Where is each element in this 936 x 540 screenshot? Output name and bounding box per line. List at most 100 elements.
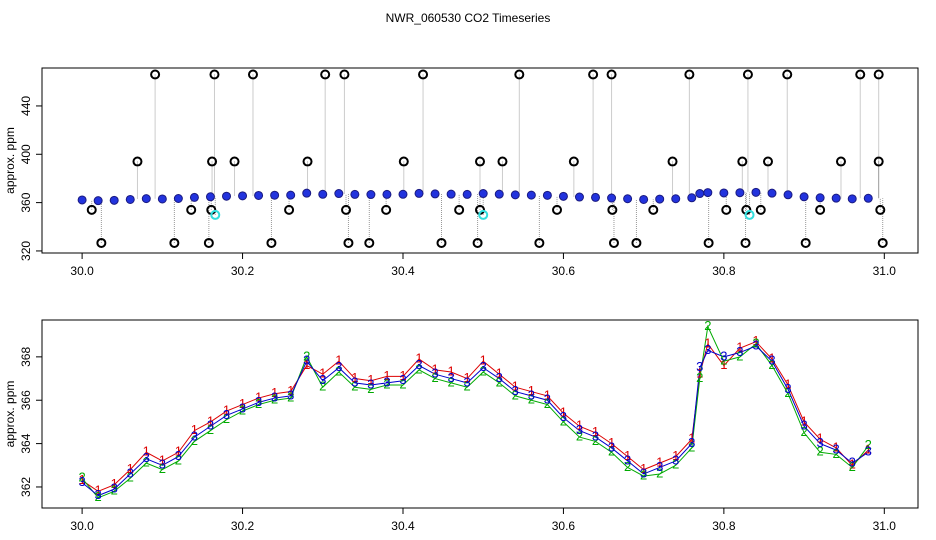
point-marker: 2: [640, 468, 647, 483]
point-marker: 3: [191, 429, 198, 444]
point: [398, 156, 409, 167]
point-marker: 2: [335, 363, 342, 378]
point-marker: 1: [239, 396, 246, 411]
x-tick-label: 30.6: [552, 264, 576, 278]
point: [93, 196, 103, 206]
point-marker: 1: [480, 353, 487, 368]
point-marker: 3: [688, 435, 695, 450]
point: [169, 237, 180, 248]
point-marker: 2: [127, 470, 134, 485]
y-tick-label: 362: [19, 477, 33, 497]
point-marker: 1: [95, 483, 102, 498]
point: [667, 156, 678, 167]
point: [762, 156, 773, 167]
point-marker: 3: [335, 359, 342, 374]
point: [364, 237, 375, 248]
point-marker: 1: [512, 379, 519, 394]
point-marker: 1: [672, 448, 679, 463]
point-marker: 3: [78, 474, 85, 489]
point: [125, 194, 135, 204]
point-marker: 1: [576, 418, 583, 433]
point-marker: 2: [865, 437, 872, 452]
point-marker: 2: [223, 411, 230, 426]
point: [783, 190, 793, 200]
point-marker: 1: [624, 448, 631, 463]
point: [875, 204, 886, 215]
point-marker: 3: [175, 448, 182, 463]
plot-frame: [41, 319, 919, 509]
point-marker: 3: [544, 392, 551, 407]
point: [568, 156, 579, 167]
point: [526, 190, 536, 200]
point-marker: 2: [159, 461, 166, 476]
point-marker: 2: [351, 379, 358, 394]
point-marker: 1: [78, 472, 85, 487]
point: [574, 192, 584, 202]
point-marker: 3: [480, 359, 487, 374]
point: [799, 192, 809, 202]
point-marker: 1: [303, 357, 310, 372]
point: [744, 209, 755, 220]
point: [639, 194, 649, 204]
point-marker: 1: [544, 387, 551, 402]
point-marker: 2: [592, 433, 599, 448]
point: [270, 190, 280, 200]
point-marker: 3: [303, 353, 310, 368]
point-marker: 3: [768, 353, 775, 368]
point: [735, 188, 745, 198]
point-marker: 1: [640, 461, 647, 476]
point-marker: 3: [672, 452, 679, 467]
point-marker: 3: [833, 442, 840, 457]
point: [877, 237, 888, 248]
point: [742, 69, 753, 80]
point-marker: 1: [696, 366, 703, 381]
point-marker: 1: [865, 442, 872, 457]
point-marker: 3: [704, 342, 711, 357]
point: [695, 189, 705, 199]
point-marker: 2: [480, 363, 487, 378]
point-marker: 2: [608, 444, 615, 459]
point-marker: 1: [768, 350, 775, 365]
point-marker: 1: [111, 476, 118, 491]
x-tick-label: 30.2: [231, 264, 255, 278]
point: [381, 204, 392, 215]
point: [254, 190, 264, 200]
point-marker: 2: [95, 489, 102, 504]
y-tick-label: 360: [19, 192, 33, 212]
point: [534, 237, 545, 248]
point-marker: 3: [496, 370, 503, 385]
point: [186, 204, 197, 215]
plot-area: [77, 69, 888, 248]
point-marker: 1: [143, 444, 150, 459]
point-marker: 2: [849, 459, 856, 474]
point-marker: 2: [303, 348, 310, 363]
point-marker: 2: [271, 392, 278, 407]
point-marker: 1: [223, 403, 230, 418]
point: [478, 209, 489, 220]
x-tick-label: 30.6: [552, 519, 576, 533]
point: [703, 237, 714, 248]
point: [430, 189, 440, 199]
point: [655, 194, 665, 204]
point-marker: 2: [720, 353, 727, 368]
point: [767, 188, 777, 198]
point-marker: 1: [817, 431, 824, 446]
point-marker: 3: [415, 357, 422, 372]
point: [418, 69, 429, 80]
point-marker: 2: [696, 370, 703, 385]
x-tick-label: 30.0: [70, 264, 94, 278]
point: [238, 191, 248, 201]
y-tick-label: 320: [19, 241, 33, 261]
point-marker: 3: [608, 439, 615, 454]
point-marker: 2: [704, 318, 711, 333]
y-axis-label: approx. ppm: [3, 127, 17, 194]
series-line: [81, 324, 869, 499]
point: [382, 189, 392, 199]
point-marker: 1: [287, 383, 294, 398]
y-tick-label: 400: [19, 144, 33, 164]
point: [847, 194, 857, 204]
point: [755, 204, 766, 215]
point: [863, 193, 873, 203]
point-marker: 1: [849, 457, 856, 472]
